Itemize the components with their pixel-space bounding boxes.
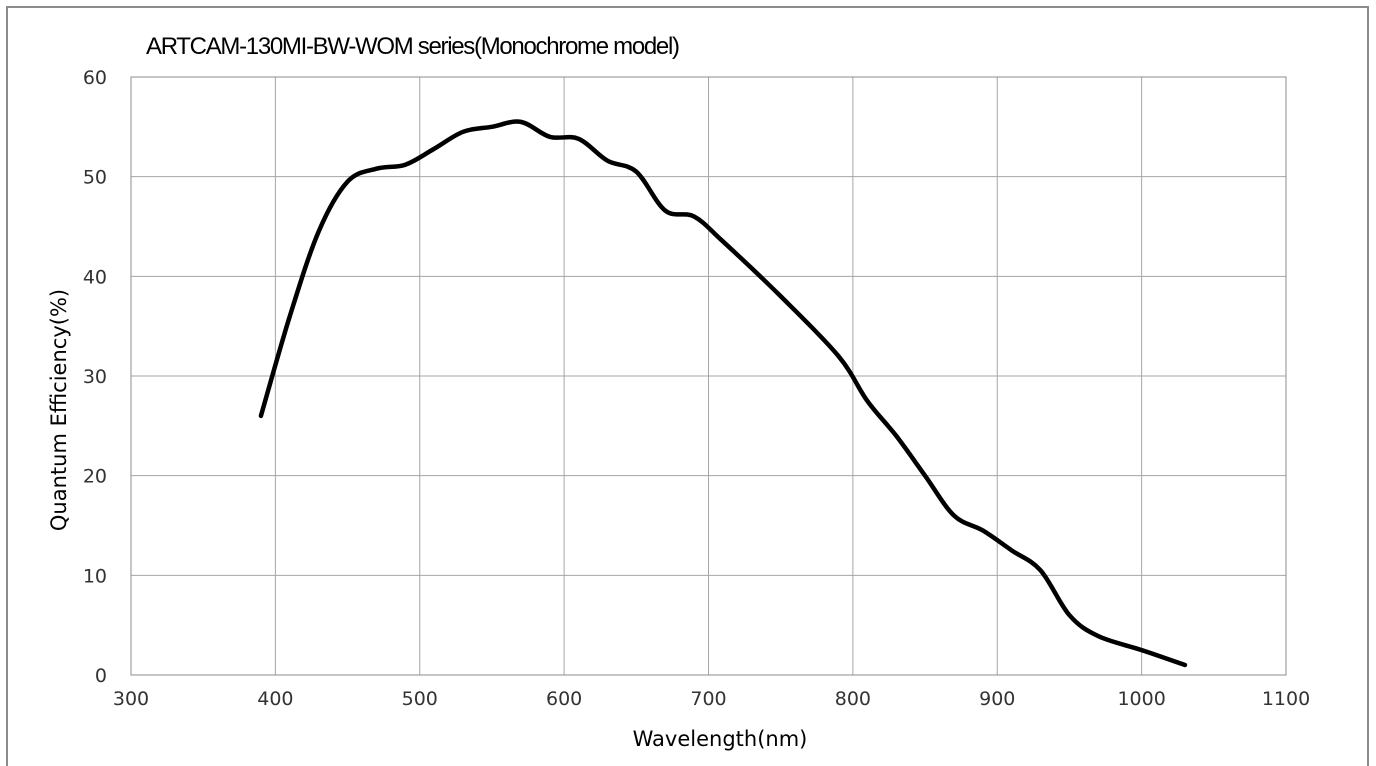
y-tick-label: 20 bbox=[83, 466, 107, 488]
y-tick-label: 30 bbox=[83, 366, 107, 388]
x-tick-label: 700 bbox=[690, 688, 726, 710]
x-tick-label: 1100 bbox=[1262, 688, 1310, 710]
tick-layer: 300 400 500 600 700 800 900 1000 1100 0 10 20 30 40 50… bbox=[83, 67, 1310, 710]
y-tick-label: 10 bbox=[83, 565, 107, 587]
x-tick-label: 900 bbox=[979, 688, 1015, 710]
series-line bbox=[258, 119, 1188, 668]
x-tick-label: 300 bbox=[113, 688, 149, 710]
chart-title: ARTCAM-130MI-BW-WOM series(Monochrome mo… bbox=[146, 33, 680, 60]
y-tick-label: 0 bbox=[95, 665, 107, 687]
y-tick-label: 40 bbox=[83, 266, 107, 288]
x-tick-label: 1000 bbox=[1117, 688, 1165, 710]
plot-border-layer bbox=[130, 76, 1287, 676]
y-axis-title: Quantum Efficiency(%) bbox=[47, 289, 71, 531]
x-tick-label: 400 bbox=[257, 688, 293, 710]
series-layer bbox=[258, 119, 1188, 668]
y-tick-label: 50 bbox=[83, 167, 107, 189]
x-tick-label: 500 bbox=[402, 688, 438, 710]
x-axis-title: Wavelength(nm) bbox=[633, 727, 808, 751]
y-tick-label: 60 bbox=[83, 67, 107, 89]
x-tick-label: 600 bbox=[546, 688, 582, 710]
x-tick-label: 800 bbox=[835, 688, 871, 710]
plot-area-border bbox=[130, 76, 1287, 676]
grid-layer bbox=[130, 76, 1287, 676]
